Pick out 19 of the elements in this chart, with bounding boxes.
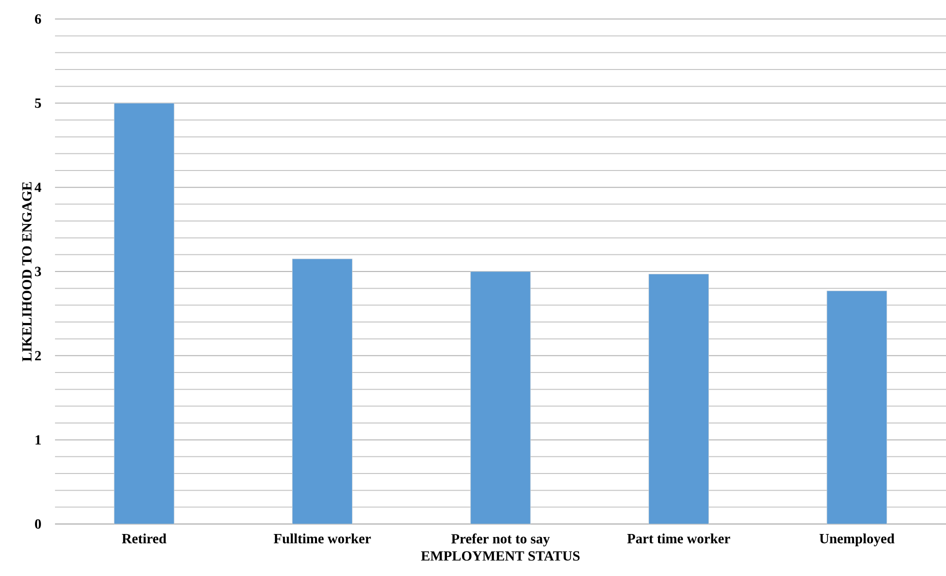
- bar: [648, 274, 709, 524]
- y-tick-label: 6: [34, 14, 42, 24]
- y-tick-label: 2: [35, 351, 41, 360]
- x-tick-label: Retired: [122, 534, 166, 544]
- x-tick-label: Prefer not to say: [451, 534, 550, 546]
- x-tick-label: Fulltime worker: [274, 534, 371, 544]
- y-axis-title: LIKELIHOOD TO ENGAGE: [22, 182, 32, 362]
- x-tick-label: Part time worker: [627, 534, 730, 544]
- y-tick-label: 3: [35, 266, 41, 276]
- bar: [114, 102, 174, 524]
- y-tick-label: 4: [34, 182, 42, 192]
- y-tick-label: 0: [35, 519, 41, 529]
- y-tick-label: 1: [36, 435, 41, 444]
- bar: [292, 258, 353, 524]
- bar: [470, 271, 531, 524]
- x-axis-title: EMPLOYMENT STATUS: [421, 551, 580, 561]
- x-tick-label: Unemployed: [820, 534, 894, 546]
- bar: [826, 290, 888, 524]
- y-tick-label: 5: [35, 98, 41, 108]
